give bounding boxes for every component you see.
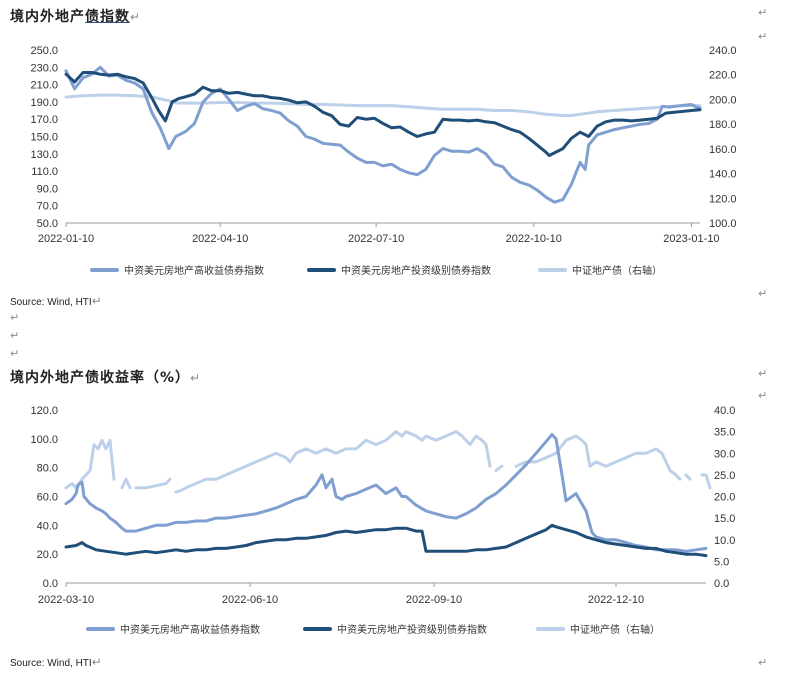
paragraph-mark: ↵ xyxy=(758,287,768,300)
y-right-tick-label: 180.0 xyxy=(709,119,737,131)
y-right-tick-label: 25.0 xyxy=(714,470,735,482)
y-right-tick-label: 200.0 xyxy=(709,94,737,106)
y-left-tick-label: 150.0 xyxy=(30,132,58,144)
y-right-tick-label: 160.0 xyxy=(709,144,737,156)
chart2-heading: 境内外地产债收益率（%）↵ xyxy=(10,367,201,387)
y-left-tick-label: 170.0 xyxy=(30,114,58,126)
y-left-tick-label: 40.0 xyxy=(37,520,58,532)
chart1-source: Source: Wind, HTI↵ xyxy=(10,294,102,308)
series-line-hy xyxy=(64,65,702,204)
paragraph-mark: ↵ xyxy=(758,6,768,19)
y-left-tick-label: 60.0 xyxy=(37,492,58,504)
series-line-ig xyxy=(64,523,708,558)
y-right-tick-label: 0.0 xyxy=(714,578,729,590)
paragraph-mark: ↵ xyxy=(91,294,102,308)
chart1-heading-text: 境内外地产 xyxy=(10,9,85,25)
paragraph-mark: ↵ xyxy=(758,30,768,43)
y-left-tick-label: 250.0 xyxy=(30,45,58,57)
y-left-tick-label: 190.0 xyxy=(30,97,58,109)
chart2-source: Source: Wind, HTI↵ xyxy=(10,655,102,669)
y-left-tick-label: 0.0 xyxy=(43,578,58,590)
y-right-tick-label: 100.0 xyxy=(709,218,737,230)
legend-label: 中证地产债（右轴） xyxy=(572,264,662,277)
legend-label: 中证地产债（右轴） xyxy=(570,623,660,636)
y-right-tick-label: 20.0 xyxy=(714,492,735,504)
y-right-tick-label: 140.0 xyxy=(709,169,737,181)
legend-label: 中资美元房地产投资级别债券指数 xyxy=(337,623,487,636)
x-tick-label: 2023-01-10 xyxy=(663,233,719,245)
y-left-tick-label: 110.0 xyxy=(31,166,58,178)
y-left-tick-label: 80.0 xyxy=(37,463,58,475)
y-left-tick-label: 90.0 xyxy=(37,183,58,195)
x-tick-label: 2022-12-10 xyxy=(588,594,644,606)
y-left-tick-label: 120.0 xyxy=(30,405,58,417)
x-tick-label: 2022-06-10 xyxy=(222,594,278,606)
paragraph-mark: ↵ xyxy=(91,655,102,669)
y-right-tick-label: 30.0 xyxy=(714,448,735,460)
paragraph-mark: ↵ xyxy=(190,371,202,385)
chart1-svg: 250.0 230.0 210.0 190.0 170.0 150.0 130.0 110.0… xyxy=(30,45,737,277)
x-tick-label: 2022-03-10 xyxy=(38,594,94,606)
series-line-hy xyxy=(64,433,708,553)
chart1-source-text: Source: Wind, HTI xyxy=(10,297,92,308)
y-left-tick-label: 50.0 xyxy=(37,218,58,230)
x-tick-label: 2022-01-10 xyxy=(38,233,94,245)
y-left-tick-label: 230.0 xyxy=(30,62,58,74)
x-tick-label: 2022-09-10 xyxy=(406,594,462,606)
y-right-tick-label: 40.0 xyxy=(714,405,735,417)
chart2-svg: 120.0 100.0 80.0 60.0 40.0 20.0 0.0 40.0 35.0 30.… xyxy=(30,405,735,636)
series-line-cn xyxy=(64,430,712,494)
paragraph-mark: ↵ xyxy=(758,367,768,380)
paragraph-mark: ↵ xyxy=(10,347,20,360)
y-right-tick-label: 10.0 xyxy=(714,535,735,547)
chart1-heading: 境内外地产债指数↵ xyxy=(10,6,141,26)
legend-label: 中资美元房地产高收益债券指数 xyxy=(120,623,260,636)
y-left-tick-label: 130.0 xyxy=(30,149,58,161)
paragraph-mark: ↵ xyxy=(758,389,768,402)
paragraph-mark: ↵ xyxy=(10,329,20,342)
y-right-tick-label: 35.0 xyxy=(714,427,735,439)
paragraph-mark: ↵ xyxy=(130,10,142,24)
x-tick-label: 2022-04-10 xyxy=(192,233,248,245)
y-right-tick-label: 120.0 xyxy=(709,193,737,205)
chart2-source-text: Source: Wind, HTI xyxy=(10,658,92,669)
series-line-ig xyxy=(64,71,702,157)
y-left-tick-label: 210.0 xyxy=(30,80,58,92)
legend-label: 中资美元房地产投资级别债券指数 xyxy=(341,264,491,277)
y-left-tick-label: 100.0 xyxy=(30,434,58,446)
chart2-heading-text: 境内外地产债收益率（%） xyxy=(10,370,191,386)
paragraph-mark: ↵ xyxy=(758,656,768,669)
y-left-tick-label: 70.0 xyxy=(37,201,58,213)
y-right-tick-label: 220.0 xyxy=(709,70,737,82)
y-right-tick-label: 15.0 xyxy=(714,513,735,525)
x-tick-label: 2022-07-10 xyxy=(348,233,404,245)
x-tick-label: 2022-10-10 xyxy=(506,233,562,245)
y-right-tick-label: 5.0 xyxy=(714,556,729,568)
chart1-heading-underlined: 债指数 xyxy=(85,9,130,25)
legend-label: 中资美元房地产高收益债券指数 xyxy=(124,264,264,277)
y-right-tick-label: 240.0 xyxy=(709,45,737,57)
paragraph-mark: ↵ xyxy=(10,311,20,324)
y-left-tick-label: 20.0 xyxy=(37,549,58,561)
